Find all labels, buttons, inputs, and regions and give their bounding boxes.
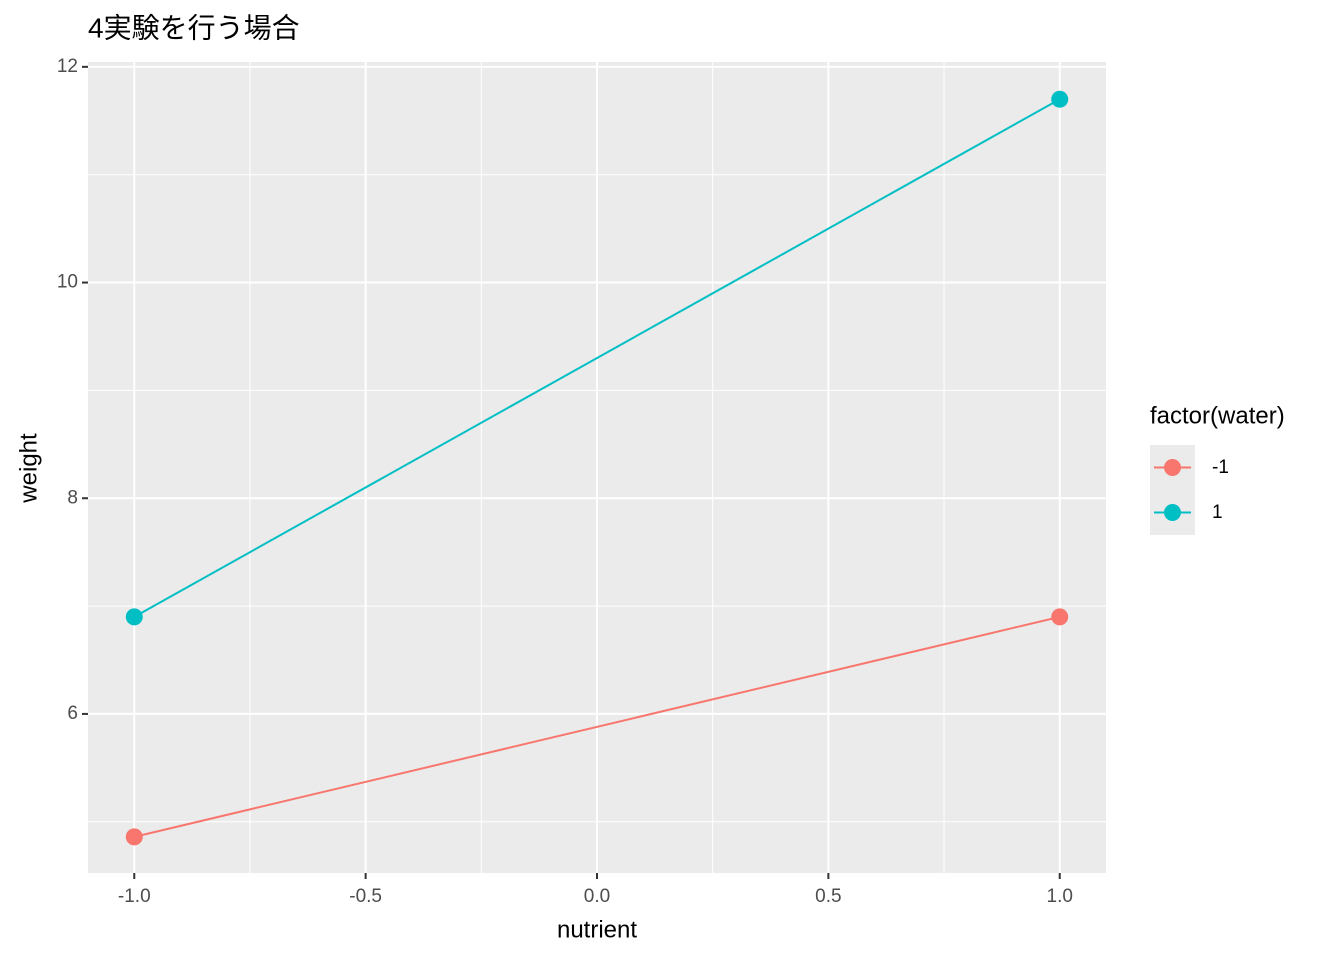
chart-title: 4実験を行う場合 <box>88 12 300 43</box>
y-tick-label: 6 <box>67 703 78 724</box>
x-tick-label: -1.0 <box>118 886 151 907</box>
legend-point <box>1164 459 1181 476</box>
legend-label: 1 <box>1212 502 1223 523</box>
data-point <box>125 608 143 626</box>
x-tick-label: 0.5 <box>815 886 841 907</box>
data-point <box>1051 90 1069 108</box>
x-tick-label: 1.0 <box>1047 886 1073 907</box>
legend-title: factor(water) <box>1150 402 1285 429</box>
series-line <box>134 615 1060 838</box>
y-tick-label: 8 <box>67 487 78 508</box>
data-point <box>125 828 143 846</box>
legend-label: -1 <box>1212 457 1229 478</box>
y-axis-label: weight <box>15 433 42 504</box>
y-tick-label: 10 <box>57 272 78 293</box>
x-tick-label: -0.5 <box>349 886 382 907</box>
y-tick-label: 12 <box>57 56 78 77</box>
x-tick-label: 0.0 <box>584 886 610 907</box>
data-point <box>1051 608 1069 626</box>
legend-point <box>1164 504 1181 521</box>
series-line <box>133 98 1061 618</box>
x-axis-label: nutrient <box>557 916 637 943</box>
